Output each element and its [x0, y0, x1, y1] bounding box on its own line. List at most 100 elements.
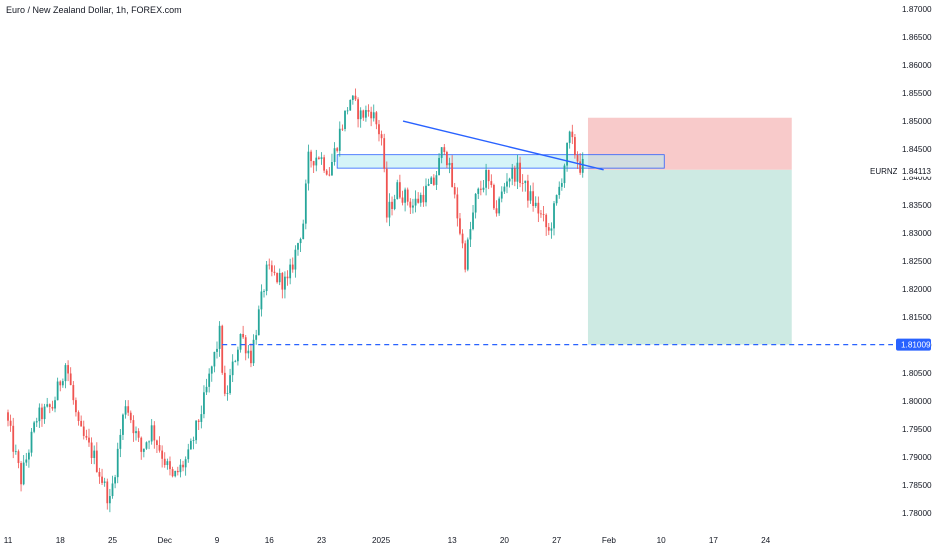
candle: [482, 187, 485, 190]
candle: [286, 276, 289, 279]
candle: [568, 131, 571, 143]
candle: [59, 381, 62, 386]
candle: [503, 186, 506, 192]
candle: [218, 325, 221, 349]
candle: [349, 100, 352, 111]
candle: [346, 110, 349, 112]
time-tick-label: 20: [500, 536, 510, 545]
candle: [333, 148, 336, 162]
candle: [106, 481, 109, 504]
candle: [119, 434, 122, 449]
candle: [443, 147, 446, 152]
candle: [412, 205, 414, 208]
candle: [67, 365, 69, 374]
candle: [216, 348, 218, 352]
candle: [526, 180, 529, 201]
candle: [477, 188, 480, 194]
time-tick-label: 13: [448, 536, 458, 545]
resistance-zone-rectangle[interactable]: [336, 154, 665, 169]
candle: [289, 264, 292, 279]
candle: [391, 201, 393, 210]
candle: [17, 451, 20, 464]
candle: [244, 337, 247, 354]
candle: [203, 392, 205, 415]
candle: [506, 181, 508, 187]
candle: [367, 110, 370, 112]
candle: [30, 431, 33, 453]
price-tick-label: 1.79000: [902, 453, 932, 462]
candle: [404, 189, 406, 203]
candle: [341, 128, 344, 130]
candle: [268, 264, 271, 266]
candle: [328, 174, 331, 176]
candle: [338, 128, 341, 151]
candle: [440, 147, 443, 158]
candle: [529, 191, 532, 201]
candle: [307, 151, 310, 184]
candle: [142, 448, 145, 452]
candle: [153, 425, 156, 441]
candle: [169, 461, 171, 470]
candle: [239, 333, 242, 350]
candle: [519, 162, 521, 183]
candle: [493, 184, 495, 209]
descending-trendline[interactable]: [402, 120, 604, 171]
candle: [315, 157, 318, 166]
candle: [260, 291, 263, 310]
candle: [140, 437, 143, 452]
candle: [581, 158, 584, 173]
candle: [111, 483, 114, 497]
candle: [124, 406, 127, 415]
candle: [150, 425, 153, 442]
candle: [325, 170, 328, 175]
candle: [485, 169, 487, 188]
take-profit-zone[interactable]: [587, 169, 792, 345]
candle: [380, 134, 383, 139]
candle: [357, 99, 359, 120]
candle: [33, 422, 36, 432]
candle: [51, 406, 54, 409]
candle: [90, 442, 93, 458]
candle: [156, 440, 158, 446]
candle: [320, 157, 323, 159]
candle: [25, 459, 28, 463]
candle: [46, 404, 49, 407]
candle: [466, 239, 469, 270]
candle: [210, 366, 213, 374]
candle: [511, 168, 514, 179]
candle: [393, 199, 396, 210]
candle: [479, 188, 482, 190]
candle: [187, 449, 190, 460]
candle: [95, 450, 98, 472]
candle: [284, 276, 286, 290]
candle: [537, 202, 540, 214]
candle: [9, 420, 12, 426]
price-tick-label: 1.84000: [902, 173, 932, 182]
candle: [566, 142, 568, 166]
candle: [273, 271, 276, 273]
candle: [14, 451, 17, 453]
candle: [56, 381, 59, 401]
candle: [461, 233, 464, 244]
candle: [378, 124, 380, 135]
candle: [158, 445, 161, 451]
candle: [54, 400, 56, 409]
candle: [375, 112, 378, 125]
candle: [448, 162, 451, 166]
candle: [456, 194, 459, 219]
candle: [317, 157, 320, 159]
candle: [242, 333, 245, 338]
candle: [182, 464, 184, 468]
candle: [195, 420, 197, 441]
candle: [323, 157, 326, 171]
candle: [372, 112, 375, 119]
time-tick-label: 10: [657, 536, 667, 545]
candle: [270, 265, 273, 272]
candle: [453, 186, 456, 195]
price-tick-label: 1.83500: [902, 201, 932, 210]
price-tick-label: 1.85500: [902, 89, 932, 98]
candle: [223, 372, 226, 394]
price-tick-label: 1.82000: [902, 285, 932, 294]
